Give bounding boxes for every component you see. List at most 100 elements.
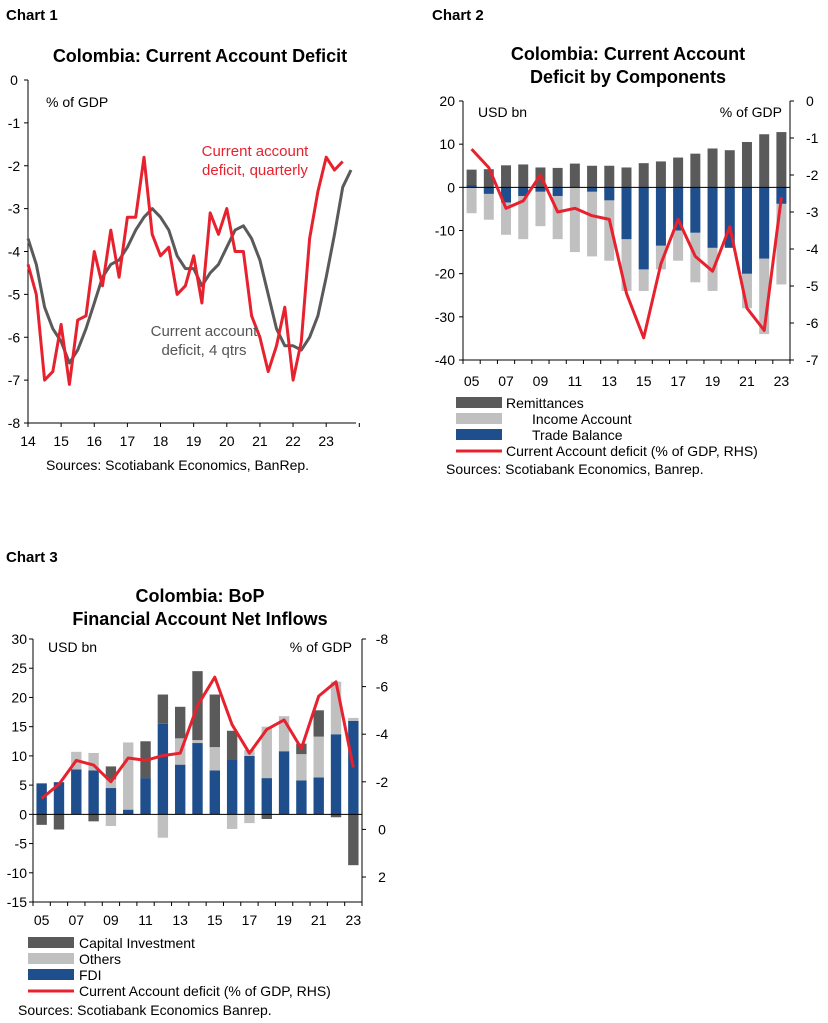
bar-remittances — [483, 169, 494, 188]
bar-income-account — [535, 187, 546, 227]
bar-remittances — [741, 142, 752, 188]
bar-fdi — [157, 723, 169, 815]
bar-capital-investment — [174, 706, 186, 739]
bar-remittances — [673, 157, 684, 188]
chart-3-unit-left: USD bn — [48, 639, 97, 655]
legend-swatch-others — [28, 953, 74, 964]
bar-trade-balance — [483, 187, 494, 194]
bar-fdi — [123, 809, 134, 815]
y-tick-label: -1 — [8, 115, 21, 131]
y-tick-label: 10 — [11, 748, 27, 764]
bar-others — [244, 814, 255, 824]
x-tick-label: 21 — [252, 433, 268, 449]
chart-3-title-line2: Financial Account Net Inflows — [72, 609, 327, 629]
y-tick-label: 20 — [11, 689, 27, 705]
series-line-ca-deficit — [40, 675, 355, 800]
bar-remittances — [518, 164, 529, 188]
legend-swatch-remittances — [456, 397, 502, 408]
annotation-quarterly-line1: Current account — [202, 143, 310, 160]
bar-remittances — [604, 165, 615, 188]
x-tick-label: 18 — [153, 433, 169, 449]
x-tick-label: 11 — [138, 912, 153, 928]
x-tick-label: 22 — [285, 433, 301, 449]
x-tick-label: 13 — [172, 912, 188, 928]
chart-2-source: Sources: Scotiabank Economics, Banrep. — [446, 461, 704, 477]
bar-fdi — [261, 778, 272, 815]
y2-tick-label: -8 — [376, 631, 389, 647]
bar-fdi — [278, 751, 290, 815]
bar-remittances — [759, 134, 770, 188]
y-tick-label: 30 — [11, 631, 27, 647]
chart-2-unit-left: USD bn — [478, 104, 527, 120]
x-tick-label: 05 — [464, 373, 480, 389]
x-tick-label: 17 — [670, 373, 686, 389]
bar-trade-balance — [673, 187, 684, 231]
bar-capital-investment — [53, 814, 65, 830]
x-tick-label: 23 — [346, 912, 362, 928]
bar-trade-balance — [501, 187, 512, 203]
y2-tick-label: -2 — [376, 774, 389, 790]
legend-label-capital-investment: Capital Investment — [79, 935, 195, 951]
bar-remittances — [587, 165, 598, 188]
bar-remittances — [776, 132, 787, 188]
x-tick-label: 05 — [34, 912, 50, 928]
x-tick-label: 19 — [705, 373, 721, 389]
chart-3-title-line1: Colombia: BoP — [136, 586, 265, 606]
y-tick-label: -6 — [8, 329, 21, 345]
y2-tick-label: -6 — [376, 679, 389, 695]
y2-tick-label: -7 — [806, 352, 819, 368]
bar-fdi — [313, 777, 324, 815]
bar-capital-investment — [105, 766, 117, 780]
x-tick-label: 19 — [276, 912, 292, 928]
bar-income-account — [466, 187, 477, 214]
x-tick-label: 15 — [207, 912, 223, 928]
bar-others — [123, 742, 134, 810]
bar-others — [105, 779, 117, 789]
legend-label-remittances: Remittances — [506, 395, 584, 411]
y-tick-label: -10 — [435, 223, 455, 239]
bar-remittances — [724, 150, 735, 188]
bar-trade-balance — [759, 187, 770, 259]
bar-others — [261, 726, 272, 779]
y-tick-label: 25 — [11, 660, 27, 676]
bar-remittances — [638, 163, 649, 188]
legend-label-ca-deficit: Current Account deficit (% of GDP, RHS) — [506, 443, 758, 459]
chart-2-title-line1: Colombia: Current Account — [511, 44, 745, 64]
x-tick-label: 13 — [602, 373, 618, 389]
bar-income-account — [759, 187, 770, 335]
x-tick-label: 15 — [53, 433, 69, 449]
legend-label-trade-balance: Trade Balance — [532, 427, 623, 443]
bar-fdi — [174, 764, 186, 815]
annotation-quarterly-line2: deficit, quarterly — [202, 162, 308, 179]
y-tick-label: 0 — [19, 806, 27, 822]
y-tick-label: -4 — [8, 244, 21, 260]
x-tick-label: 09 — [103, 912, 119, 928]
x-tick-label: 23 — [318, 433, 334, 449]
bar-others — [330, 681, 342, 735]
y2-tick-label: -3 — [806, 204, 819, 220]
chart-2-label: Chart 2 — [432, 7, 484, 24]
bar-capital-investment — [261, 814, 272, 820]
bar-trade-balance — [604, 187, 615, 201]
y-tick-label: 0 — [10, 72, 18, 88]
y-tick-label: -20 — [435, 266, 455, 282]
legend-label-others: Others — [79, 951, 121, 967]
bar-others — [105, 814, 117, 827]
bar-others — [192, 740, 203, 744]
bar-income-account — [483, 187, 494, 220]
bar-trade-balance — [518, 187, 529, 196]
y2-tick-label: -6 — [806, 315, 819, 331]
y-tick-label: -3 — [8, 201, 21, 217]
bar-capital-investment — [157, 694, 169, 724]
chart-1: Chart 1 Colombia: Current Account Defici… — [6, 7, 360, 473]
bar-income-account — [690, 187, 701, 283]
y2-tick-label: 0 — [806, 93, 814, 109]
y-tick-label: -8 — [8, 415, 21, 431]
x-tick-label: 07 — [498, 373, 514, 389]
x-tick-label: 23 — [774, 373, 790, 389]
legend-swatch-trade-balance — [456, 429, 502, 440]
legend-label-fdi: FDI — [79, 967, 102, 983]
bar-trade-balance — [741, 187, 752, 274]
bar-remittances — [552, 167, 563, 188]
